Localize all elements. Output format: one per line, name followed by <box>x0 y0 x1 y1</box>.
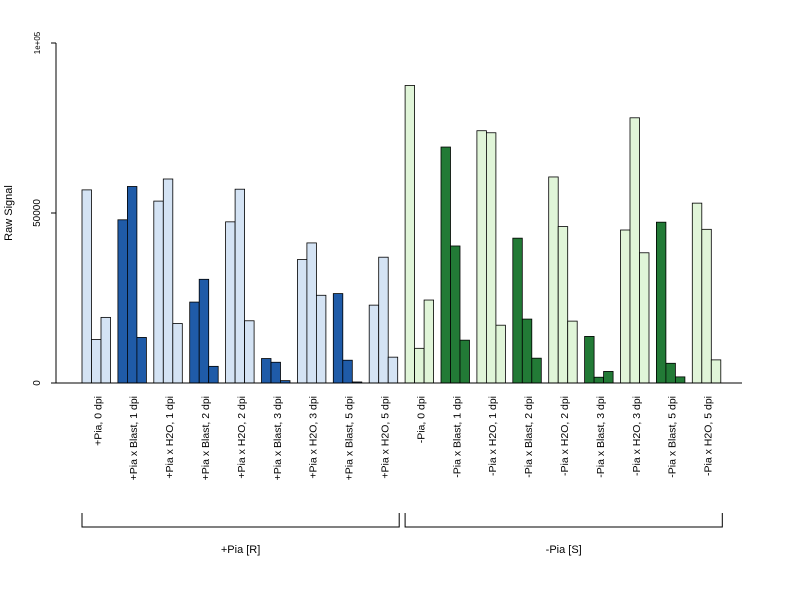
bar <box>675 376 686 384</box>
bar <box>629 117 640 384</box>
bar <box>567 320 578 384</box>
category-label: +Pia x H2O, 1 dpi <box>164 396 176 479</box>
bar <box>315 294 327 384</box>
group-bracket <box>404 513 723 528</box>
y-ticks: 0 50000 1e+05 <box>32 31 56 386</box>
category-label: +Pia, 0 dpi <box>92 396 104 446</box>
bar <box>450 245 461 384</box>
bar <box>495 324 506 384</box>
category-label: -Pia, 0 dpi <box>415 396 427 443</box>
bar <box>198 278 210 384</box>
category-label: -Pia x Blast, 3 dpi <box>595 396 607 478</box>
bar <box>557 226 569 384</box>
bar <box>414 347 425 384</box>
bar <box>603 371 614 384</box>
category-label: -Pia x H2O, 2 dpi <box>559 396 571 476</box>
bar <box>189 301 200 384</box>
bar <box>100 316 111 384</box>
bar <box>620 229 631 384</box>
bar <box>665 362 676 384</box>
bar <box>296 259 308 384</box>
bar <box>306 242 317 384</box>
bar <box>378 256 389 384</box>
bar <box>531 357 542 384</box>
bar <box>584 336 595 384</box>
group-bracket <box>81 513 400 528</box>
bar <box>521 318 533 384</box>
bar <box>261 358 272 384</box>
group-brackets: +Pia [R] -Pia [S] <box>81 513 723 556</box>
bar <box>234 188 246 384</box>
category-label: -Pia x Blast, 5 dpi <box>667 396 679 478</box>
bar <box>656 221 667 384</box>
bars-layer <box>81 85 722 384</box>
bar <box>81 189 92 384</box>
bar <box>153 200 164 384</box>
category-label: +Pia x Blast, 1 dpi <box>128 396 140 480</box>
group-label: -Pia [S] <box>546 544 582 556</box>
bar <box>593 376 604 384</box>
y-tick-label: 0 <box>32 380 43 386</box>
bar <box>459 339 470 384</box>
bar <box>127 186 138 384</box>
bar <box>368 304 380 384</box>
category-label: +Pia x H2O, 2 dpi <box>236 396 248 479</box>
bar <box>172 323 183 384</box>
bar <box>691 202 703 384</box>
category-label: +Pia x H2O, 5 dpi <box>379 396 391 479</box>
bar <box>404 85 416 384</box>
bar <box>423 299 435 384</box>
y-axis-label: Raw Signal <box>3 185 15 241</box>
category-label: +Pia x Blast, 3 dpi <box>272 396 284 480</box>
y-tick-label: 1e+05 <box>33 31 42 54</box>
bar <box>387 356 399 384</box>
category-label: +Pia x H2O, 3 dpi <box>308 396 320 479</box>
bar <box>440 146 451 384</box>
category-label: -Pia x Blast, 1 dpi <box>451 396 463 478</box>
bar <box>548 176 559 384</box>
category-labels: +Pia, 0 dpi +Pia x Blast, 1 dpi +Pia x H2O… <box>92 396 714 480</box>
category-label: -Pia x Blast, 2 dpi <box>523 396 535 478</box>
bar <box>701 228 712 384</box>
bar <box>512 237 523 384</box>
category-label: +Pia x Blast, 2 dpi <box>200 396 212 480</box>
bar <box>136 337 147 384</box>
group-label: +Pia [R] <box>221 544 260 556</box>
bar <box>208 365 219 384</box>
bar <box>225 221 236 384</box>
bar <box>162 178 174 384</box>
category-label: -Pia x H2O, 3 dpi <box>631 396 643 476</box>
category-label: +Pia x Blast, 5 dpi <box>344 396 356 480</box>
bar <box>91 339 102 384</box>
bar <box>476 130 487 384</box>
bar <box>244 320 255 384</box>
bar <box>710 359 722 384</box>
category-label: -Pia x H2O, 1 dpi <box>487 396 499 476</box>
bar <box>117 219 128 384</box>
bar <box>342 359 353 384</box>
category-label: -Pia x H2O, 5 dpi <box>703 396 715 476</box>
bar <box>639 252 650 384</box>
bar <box>332 293 344 384</box>
y-tick-label: 50000 <box>32 199 43 227</box>
bar <box>485 132 497 384</box>
bar <box>270 361 281 384</box>
